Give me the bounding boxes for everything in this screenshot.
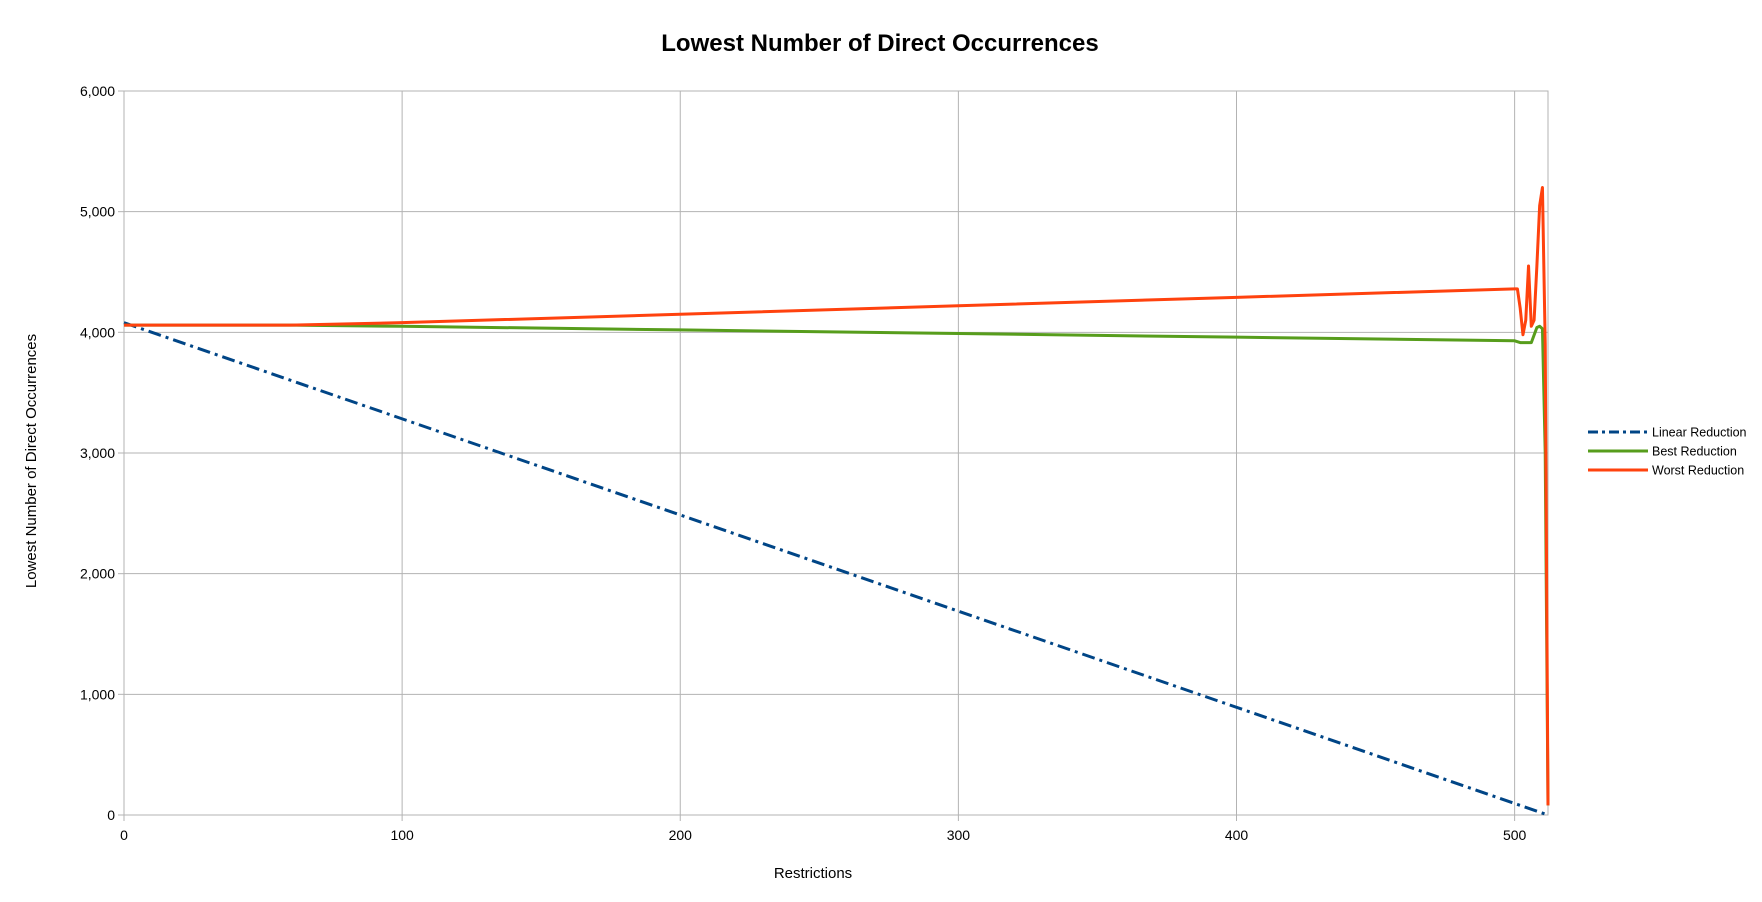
y-axis-label: Lowest Number of Direct Occurrences [23, 334, 40, 588]
series-line-linear-reduction [124, 323, 1548, 815]
legend: Linear Reduction Best Reduction Worst Redu… [1588, 426, 1747, 478]
legend-label: Best Reduction [1652, 445, 1737, 459]
x-axis-label: Restrictions [774, 865, 852, 882]
y-tick-label: 4,000 [80, 324, 115, 340]
x-tick-label: 400 [1225, 827, 1249, 843]
x-tick-label: 100 [390, 827, 414, 843]
x-tick-label: 300 [947, 827, 971, 843]
tick-labels: 0 1,000 2,000 3,000 4,000 5,000 6,000 0 100 200 30… [80, 83, 1527, 843]
grid [124, 91, 1548, 815]
chart-title: Lowest Number of Direct Occurrences [661, 30, 1098, 57]
x-tick-label: 0 [120, 827, 128, 843]
series [124, 188, 1548, 815]
x-tick-label: 200 [669, 827, 693, 843]
x-tick-label: 500 [1503, 827, 1527, 843]
axes [118, 91, 1548, 821]
y-tick-label: 6,000 [80, 83, 115, 99]
y-tick-label: 5,000 [80, 204, 115, 220]
y-tick-label: 0 [107, 807, 115, 823]
y-tick-label: 3,000 [80, 445, 115, 461]
legend-label: Linear Reduction [1652, 426, 1747, 440]
y-tick-label: 2,000 [80, 566, 115, 582]
series-line-worst-reduction [124, 188, 1548, 806]
legend-label: Worst Reduction [1652, 464, 1744, 478]
y-tick-label: 1,000 [80, 686, 115, 702]
